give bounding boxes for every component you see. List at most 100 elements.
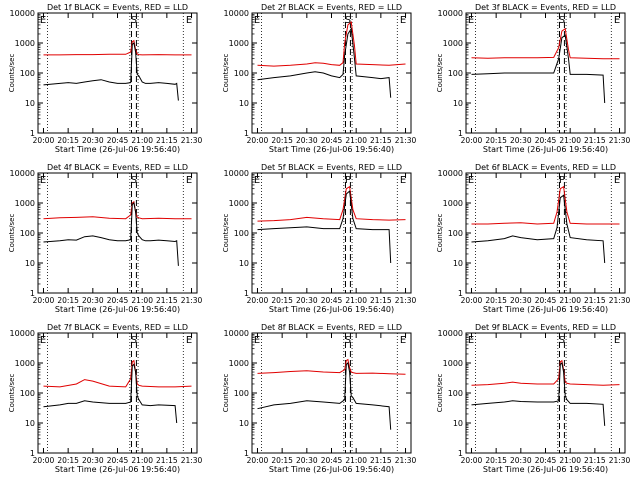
x-tick-label: 20:15 [57, 296, 79, 305]
x-tick-label: 20:00 [33, 296, 55, 305]
x-tick-label: 21:15 [370, 456, 392, 465]
y-tick-label: 10000 [438, 329, 463, 338]
x-tick-label: 21:15 [156, 296, 178, 305]
y-tick-label: 1 [244, 449, 249, 458]
x-tick-label: 20:45 [107, 296, 129, 305]
y-tick-label: 1000 [229, 39, 249, 48]
y-tick-label: 100 [20, 389, 35, 398]
y-tick-label: 10000 [438, 169, 463, 178]
x-tick-label: 21:30 [181, 296, 203, 305]
x-axis-label: Start Time (26-Jul-06 19:56:40) [483, 465, 608, 474]
interval-letter: S [131, 15, 137, 26]
panel-title: Det 1f BLACK = Events, RED = LLD [47, 3, 188, 12]
x-tick-label: 20:00 [461, 296, 483, 305]
y-tick-label: 10000 [10, 169, 35, 178]
panel-title: Det 8f BLACK = Events, RED = LLD [261, 323, 402, 332]
x-axis-label: Start Time (26-Jul-06 19:56:40) [483, 145, 608, 154]
interval-letter: S [131, 175, 137, 186]
x-tick-label: 20:15 [57, 456, 79, 465]
series-black-line [43, 202, 179, 266]
detector-panel-5: 1 10 100 1000 10000 20:00 20:15 20:30 20:45 21:00… [222, 163, 417, 314]
interval-letter: E [254, 175, 260, 186]
y-tick-label: 100 [234, 389, 249, 398]
y-tick-label: 10 [239, 259, 249, 268]
x-tick-label: 20:30 [510, 136, 532, 145]
y-tick-label: 10 [25, 99, 35, 108]
y-tick-label: 1 [30, 129, 35, 138]
series-red-line [43, 39, 192, 56]
series-black-line [257, 27, 392, 98]
series-black-line [471, 34, 606, 104]
plot-frame [465, 172, 626, 294]
x-tick-label: 20:15 [485, 136, 507, 145]
y-tick-label: 100 [234, 229, 249, 238]
plot-frame [465, 332, 626, 454]
y-tick-label: 10 [239, 99, 249, 108]
x-tick-label: 21:00 [345, 456, 367, 465]
y-tick-label: 100 [448, 69, 463, 78]
interval-letter: E [468, 175, 474, 186]
panel-title: Det 7f BLACK = Events, RED = LLD [47, 323, 188, 332]
y-tick-label: 100 [234, 69, 249, 78]
panel-title: Det 3f BLACK = Events, RED = LLD [475, 3, 616, 12]
y-tick-label: 1 [458, 449, 463, 458]
x-tick-label: 20:00 [247, 296, 269, 305]
detector-panel-7: 1 10 100 1000 10000 20:00 20:15 20:30 20:45 21:00… [8, 323, 203, 474]
interval-letter: E [614, 15, 620, 26]
y-tick-label: 10000 [224, 169, 249, 178]
interval-letter: E [400, 15, 406, 26]
y-tick-label: 1000 [229, 199, 249, 208]
x-axis-label: Start Time (26-Jul-06 19:56:40) [55, 305, 180, 314]
x-tick-label: 21:00 [559, 456, 581, 465]
y-axis-label: Counts/sec [8, 54, 16, 93]
x-tick-label: 20:45 [107, 136, 129, 145]
x-tick-label: 21:15 [370, 296, 392, 305]
series-red-line [257, 185, 406, 222]
x-tick-label: 20:45 [107, 456, 129, 465]
y-tick-label: 100 [448, 229, 463, 238]
y-tick-label: 10 [453, 259, 463, 268]
x-tick-label: 21:30 [609, 136, 631, 145]
y-tick-label: 100 [20, 69, 35, 78]
x-tick-label: 21:00 [131, 136, 153, 145]
plot-frame [37, 12, 198, 134]
interval-letter: E [186, 15, 192, 26]
x-axis-label: Start Time (26-Jul-06 19:56:40) [55, 465, 180, 474]
x-tick-label: 21:15 [584, 296, 606, 305]
plot-frame [251, 332, 412, 454]
detector-panel-9: 1 10 100 1000 10000 20:00 20:15 20:30 20:45 21:00… [436, 323, 631, 474]
x-tick-label: 20:45 [535, 136, 557, 145]
detector-panel-6: 1 10 100 1000 10000 20:00 20:15 20:30 20:45 21:00… [436, 163, 631, 314]
x-tick-label: 21:30 [609, 456, 631, 465]
interval-letter: E [254, 15, 260, 26]
interval-letter: E [468, 335, 474, 346]
x-tick-label: 21:30 [395, 296, 417, 305]
x-tick-label: 21:15 [156, 136, 178, 145]
x-tick-label: 21:00 [559, 296, 581, 305]
y-tick-label: 1000 [15, 39, 35, 48]
panel-title: Det 2f BLACK = Events, RED = LLD [261, 3, 402, 12]
y-axis-label: Counts/sec [8, 374, 16, 413]
y-tick-label: 1000 [443, 39, 463, 48]
y-tick-label: 100 [20, 229, 35, 238]
y-tick-label: 10 [453, 419, 463, 428]
x-tick-label: 20:15 [485, 296, 507, 305]
interval-letter: E [186, 175, 192, 186]
y-axis-label: Counts/sec [436, 54, 444, 93]
x-tick-label: 21:30 [181, 136, 203, 145]
y-axis-label: Counts/sec [436, 214, 444, 253]
x-axis-label: Start Time (26-Jul-06 19:56:40) [483, 305, 608, 314]
x-tick-label: 21:30 [395, 136, 417, 145]
x-tick-label: 20:30 [82, 296, 104, 305]
x-tick-label: 21:15 [584, 456, 606, 465]
x-tick-label: 20:00 [461, 136, 483, 145]
plot-frame [37, 172, 198, 294]
panel-title: Det 5f BLACK = Events, RED = LLD [261, 163, 402, 172]
detector-panel-4: 1 10 100 1000 10000 20:00 20:15 20:30 20:45 21:00… [8, 163, 203, 314]
x-tick-label: 20:45 [321, 456, 343, 465]
panel-title: Det 9f BLACK = Events, RED = LLD [475, 323, 616, 332]
x-tick-label: 20:45 [321, 296, 343, 305]
series-red-line [471, 359, 620, 386]
x-tick-label: 21:30 [609, 296, 631, 305]
